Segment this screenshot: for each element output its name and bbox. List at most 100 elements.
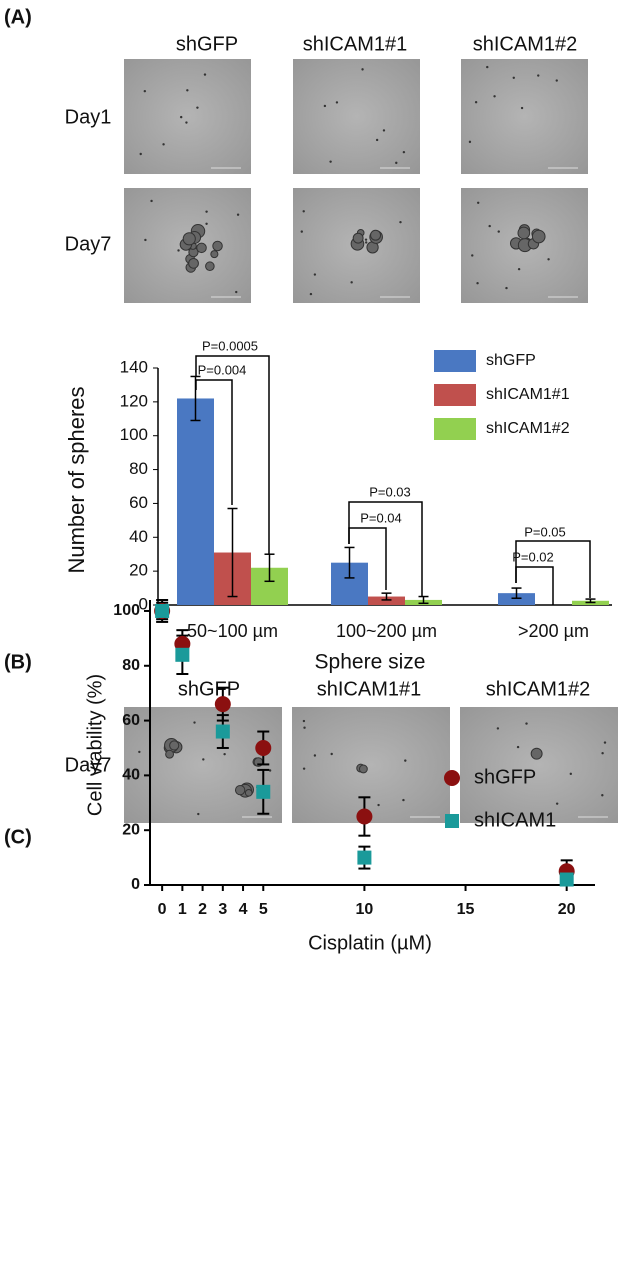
speck <box>404 759 407 762</box>
legend-label: shICAM1#2 <box>486 420 570 437</box>
legend-swatch <box>434 350 476 372</box>
x-tick-label: 10 <box>356 901 374 918</box>
column-header: shICAM1#1 <box>303 33 408 55</box>
marker <box>256 784 271 799</box>
y-tick-label: 140 <box>120 357 148 376</box>
speck <box>364 238 368 241</box>
speck <box>303 726 306 729</box>
cell <box>205 261 215 272</box>
speck <box>313 273 317 276</box>
x-tick-label: >200 µm <box>518 621 589 641</box>
x-tick-label: 3 <box>218 901 227 918</box>
x-tick-label: 1 <box>178 901 187 918</box>
x-tick-label: 0 <box>158 901 167 918</box>
row-label: Day1 <box>65 106 112 128</box>
speck <box>143 89 147 93</box>
speck <box>197 812 200 816</box>
x-axis-label: Cisplatin (µM) <box>308 932 432 954</box>
y-tick-label: 60 <box>129 493 148 512</box>
x-axis-label: Sphere size <box>315 651 426 674</box>
speck <box>375 138 379 142</box>
panel-label: (B) <box>4 651 32 673</box>
significance-label: P=0.05 <box>524 524 566 539</box>
cell <box>370 229 382 241</box>
cell <box>182 232 196 246</box>
micrograph <box>124 59 251 174</box>
speck <box>335 101 339 104</box>
column-header: shGFP <box>178 678 240 700</box>
micrograph <box>292 707 450 823</box>
speck <box>474 101 478 104</box>
speck <box>569 772 572 776</box>
y-axis-label: Cell viability (%) <box>84 674 106 816</box>
x-tick-label: 15 <box>457 901 475 918</box>
speck <box>377 803 380 807</box>
speck <box>603 741 607 744</box>
speck <box>497 230 500 233</box>
speck <box>395 161 398 165</box>
x-tick-label: 5 <box>259 901 268 918</box>
cell <box>531 229 546 244</box>
panel-label: (A) <box>4 6 32 28</box>
speck <box>365 241 368 244</box>
marker <box>214 696 231 713</box>
y-tick-label: 60 <box>122 712 140 729</box>
y-tick-label: 100 <box>113 602 140 619</box>
y-tick-label: 40 <box>122 767 140 784</box>
cell <box>210 250 219 259</box>
speck <box>547 258 550 261</box>
speck <box>488 224 491 228</box>
marker <box>155 603 170 618</box>
speck <box>144 238 147 242</box>
y-tick-label: 20 <box>129 561 148 580</box>
x-tick-label: 50~100 µm <box>187 621 278 641</box>
speck <box>330 752 333 756</box>
speck <box>202 758 205 761</box>
speck <box>476 282 479 285</box>
significance-label: P=0.004 <box>198 362 247 377</box>
cell <box>196 242 207 254</box>
legend-label: shICAM1#1 <box>486 386 570 403</box>
speck <box>223 752 226 756</box>
speck <box>496 727 500 730</box>
row-label: Day7 <box>65 233 112 255</box>
column-header: shGFP <box>176 33 238 55</box>
speck <box>323 104 327 108</box>
speck <box>601 752 604 755</box>
cell <box>212 240 223 252</box>
significance-label: P=0.04 <box>360 510 402 525</box>
legend-label: shICAM1 <box>474 809 556 831</box>
y-tick-label: 0 <box>131 876 140 893</box>
legend-label: shGFP <box>486 352 536 369</box>
legend-swatch <box>434 418 476 440</box>
marker <box>215 724 230 739</box>
speck <box>185 121 188 124</box>
speck <box>193 721 196 724</box>
speck <box>382 129 386 132</box>
speck <box>150 199 153 203</box>
column-header: shICAM1#1 <box>317 678 422 700</box>
speck <box>186 89 189 92</box>
speck <box>302 767 306 770</box>
cell <box>517 226 531 240</box>
speck <box>205 210 208 213</box>
legend-swatch <box>434 384 476 406</box>
x-tick-label: 4 <box>239 901 248 918</box>
speck <box>486 65 489 69</box>
cell <box>234 784 246 796</box>
speck <box>471 254 474 257</box>
error-bar <box>264 553 275 583</box>
speck <box>309 292 313 296</box>
significance-bracket <box>515 566 554 605</box>
speck <box>402 798 405 802</box>
error-bar <box>381 592 392 601</box>
speck <box>162 143 165 146</box>
significance-bracket <box>195 355 270 554</box>
cell <box>352 232 364 244</box>
significance-bracket <box>195 379 233 505</box>
y-tick-label: 80 <box>122 657 140 674</box>
speck <box>235 290 238 294</box>
speck <box>361 68 364 71</box>
